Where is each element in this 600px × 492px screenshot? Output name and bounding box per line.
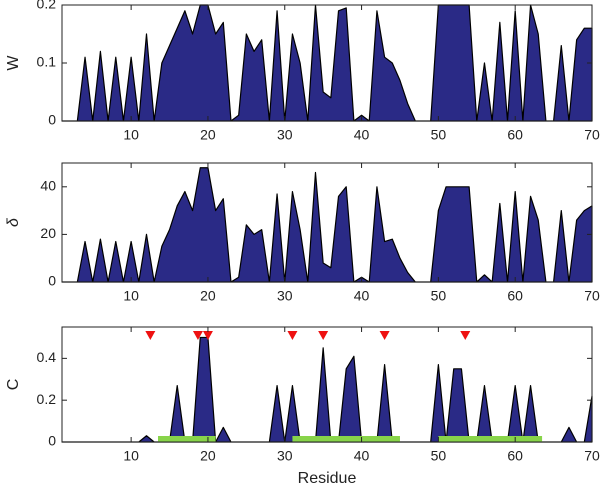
- y-tick-label: 0: [48, 433, 56, 449]
- x-tick-label: 70: [584, 127, 600, 143]
- y-axis-label: C: [5, 379, 22, 391]
- x-tick-label: 10: [123, 288, 139, 304]
- marker: [318, 331, 329, 340]
- x-tick-label: 10: [123, 127, 139, 143]
- marker: [379, 331, 390, 340]
- axes-box: [61, 326, 593, 443]
- x-tick-label: 60: [507, 288, 523, 304]
- y-tick-label: 20: [40, 225, 56, 241]
- y-tick-label: 0.2: [37, 0, 57, 12]
- marker: [192, 331, 203, 340]
- y-axis-label: δ: [5, 217, 22, 227]
- y-tick-label: 0.2: [37, 391, 57, 407]
- marker: [287, 331, 298, 340]
- axes-box: [61, 162, 593, 283]
- x-tick-label: 20: [200, 448, 216, 464]
- segment: [438, 436, 543, 442]
- x-axis-label: Residue: [298, 470, 357, 487]
- x-tick-label: 30: [277, 127, 293, 143]
- y-axis-label: W: [5, 55, 22, 71]
- area: [61, 167, 593, 283]
- x-tick-label: 70: [584, 288, 600, 304]
- marker: [202, 331, 213, 340]
- y-tick-label: 0: [48, 112, 56, 128]
- x-tick-label: 60: [507, 127, 523, 143]
- x-tick-label: 50: [431, 288, 447, 304]
- marker: [145, 331, 156, 340]
- x-tick-label: 50: [431, 127, 447, 143]
- segment: [158, 436, 216, 442]
- marker: [460, 331, 471, 340]
- y-tick-label: 0.1: [37, 54, 57, 70]
- x-tick-label: 30: [277, 288, 293, 304]
- y-tick-label: 0: [48, 273, 56, 289]
- x-tick-label: 20: [200, 288, 216, 304]
- x-tick-label: 10: [123, 448, 139, 464]
- x-tick-label: 40: [354, 288, 370, 304]
- x-tick-label: 40: [354, 448, 370, 464]
- x-tick-label: 60: [507, 448, 523, 464]
- x-tick-label: 70: [584, 448, 600, 464]
- x-tick-label: 20: [200, 127, 216, 143]
- x-tick-label: 40: [354, 127, 370, 143]
- x-tick-label: 50: [431, 448, 447, 464]
- y-tick-label: 40: [40, 178, 56, 194]
- area: [61, 4, 593, 122]
- segment: [292, 436, 400, 442]
- x-tick-label: 30: [277, 448, 293, 464]
- y-tick-label: 0.4: [37, 349, 57, 365]
